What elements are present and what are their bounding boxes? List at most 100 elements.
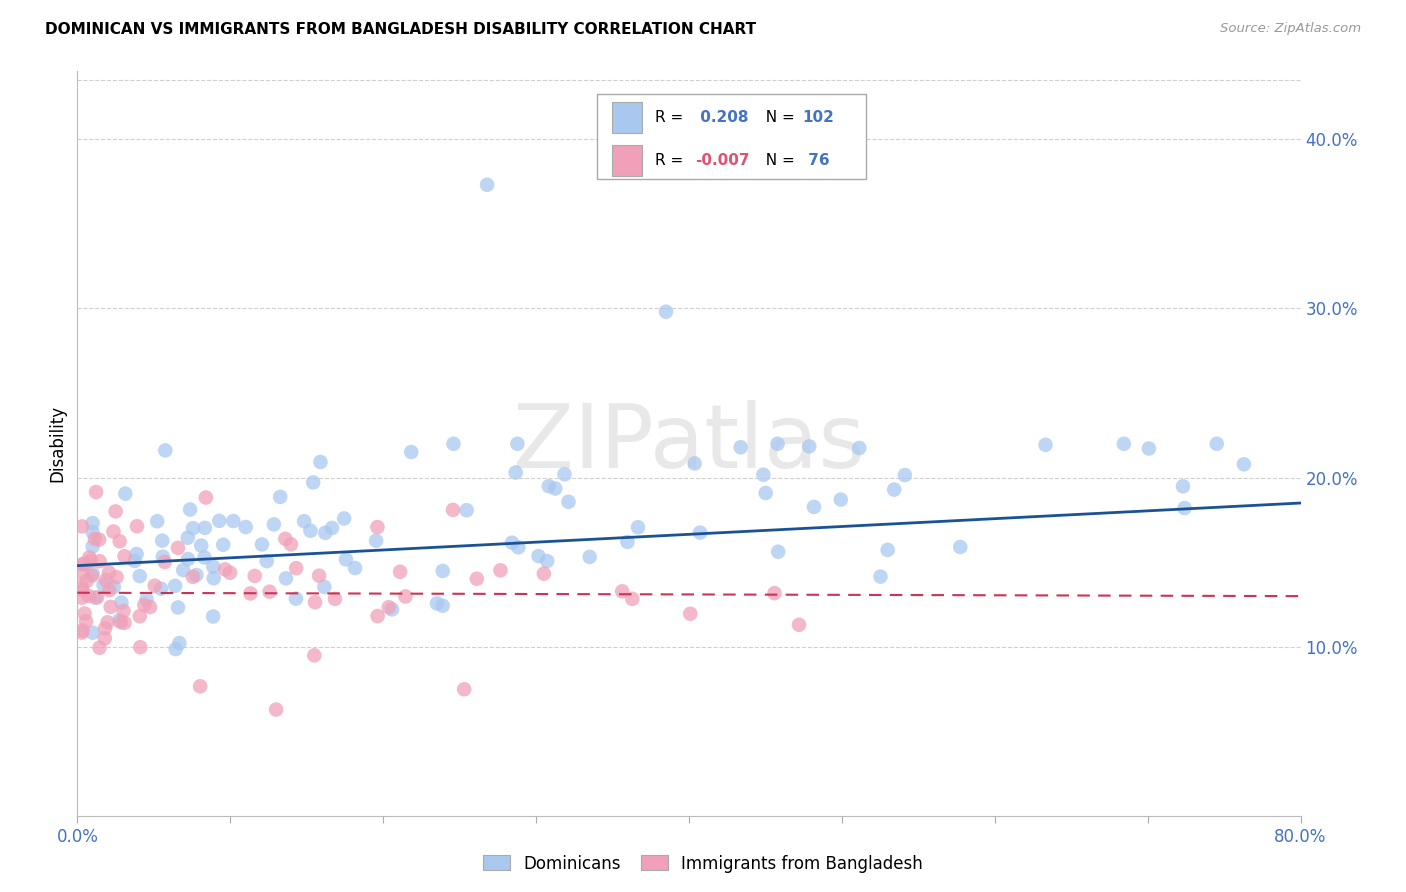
Point <box>243 569 266 583</box>
Point <box>128 609 150 624</box>
Point <box>86 591 108 605</box>
Point <box>135 592 157 607</box>
Point <box>70 566 93 581</box>
Point <box>84 591 107 605</box>
Text: DOMINICAN VS IMMIGRANTS FROM BANGLADESH DISABILITY CORRELATION CHART: DOMINICAN VS IMMIGRANTS FROM BANGLADESH … <box>45 22 756 37</box>
Point <box>367 609 389 624</box>
Point <box>70 591 93 605</box>
Point <box>125 519 148 533</box>
Point <box>70 580 93 594</box>
Point <box>177 552 200 566</box>
Point <box>82 540 104 554</box>
Point <box>655 304 678 318</box>
Point <box>616 534 638 549</box>
Point <box>544 482 567 496</box>
Point <box>114 549 136 564</box>
Point <box>321 521 343 535</box>
Point <box>763 586 786 600</box>
Point <box>830 492 852 507</box>
Point <box>394 590 416 604</box>
Point <box>134 598 156 612</box>
Point <box>308 568 330 582</box>
Point <box>190 539 212 553</box>
Point <box>150 533 173 548</box>
Point <box>505 466 527 480</box>
Point <box>104 504 127 518</box>
Point <box>152 549 174 564</box>
Text: R =: R = <box>655 153 688 168</box>
Text: N =: N = <box>756 153 800 168</box>
Point <box>578 549 600 564</box>
Text: R =: R = <box>655 111 688 125</box>
Point <box>94 621 117 635</box>
Point <box>194 521 217 535</box>
Text: ZIPatlas: ZIPatlas <box>513 401 865 487</box>
Point <box>177 531 200 545</box>
Point <box>314 580 336 594</box>
Point <box>883 483 905 497</box>
Point <box>730 440 752 454</box>
Point <box>94 632 117 646</box>
Point <box>627 520 650 534</box>
Point <box>80 554 103 568</box>
FancyBboxPatch shape <box>612 145 643 176</box>
Point <box>114 486 136 500</box>
Point <box>87 533 110 547</box>
Point <box>1173 501 1195 516</box>
Point <box>202 609 225 624</box>
Point <box>128 569 150 583</box>
Point <box>179 502 201 516</box>
Point <box>689 525 711 540</box>
Point <box>344 561 367 575</box>
Point <box>97 566 120 580</box>
Point <box>489 563 512 577</box>
Point <box>304 595 326 609</box>
Point <box>208 514 231 528</box>
Point <box>97 615 120 630</box>
Text: N =: N = <box>756 111 800 125</box>
Point <box>193 550 215 565</box>
Point <box>169 636 191 650</box>
Text: 76: 76 <box>803 153 830 168</box>
Point <box>269 490 291 504</box>
Point <box>212 538 235 552</box>
Point <box>304 648 326 663</box>
Point <box>73 557 96 571</box>
Point <box>501 535 523 549</box>
Point <box>256 554 278 568</box>
FancyBboxPatch shape <box>612 102 643 133</box>
Point <box>612 584 634 599</box>
Point <box>536 554 558 568</box>
Point <box>1205 436 1227 450</box>
Point <box>82 525 104 540</box>
Point <box>155 443 177 458</box>
Point <box>165 579 187 593</box>
Point <box>443 436 465 450</box>
Point <box>314 525 336 540</box>
Point <box>285 561 308 575</box>
Point <box>264 702 287 716</box>
Point <box>250 537 273 551</box>
Point <box>239 586 262 600</box>
Point <box>165 642 187 657</box>
Point <box>1112 436 1135 450</box>
Text: -0.007: -0.007 <box>695 153 749 168</box>
Point <box>181 570 204 584</box>
Point <box>432 599 454 613</box>
Point <box>364 533 387 548</box>
Point <box>848 441 870 455</box>
Point <box>299 524 322 538</box>
Point <box>188 679 211 693</box>
Point <box>103 580 125 594</box>
Text: 0.208: 0.208 <box>695 111 748 125</box>
Point <box>876 542 898 557</box>
Point <box>75 615 97 629</box>
Point <box>869 569 891 583</box>
Point <box>949 540 972 554</box>
Point <box>557 495 579 509</box>
Point <box>110 596 132 610</box>
Point <box>125 547 148 561</box>
Point <box>194 491 217 505</box>
Point <box>679 607 702 621</box>
Point <box>755 486 778 500</box>
